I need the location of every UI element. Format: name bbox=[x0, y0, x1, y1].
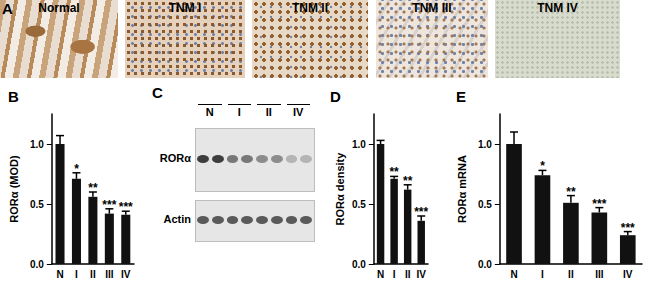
html-text:RORα: RORα bbox=[159, 152, 191, 164]
svg-text:RORα density: RORα density bbox=[334, 152, 346, 226]
svg-text:III: III bbox=[105, 269, 114, 280]
svg-text:0.0: 0.0 bbox=[30, 259, 44, 270]
html-text:E: E bbox=[456, 88, 466, 105]
svg-text:**: ** bbox=[403, 174, 413, 188]
svg-text:RORα mRNA: RORα mRNA bbox=[456, 155, 468, 223]
html-text:TNM III: TNM III bbox=[412, 1, 452, 15]
svg-text:II: II bbox=[568, 269, 574, 280]
html-text:D: D bbox=[330, 88, 341, 105]
svg-text:IV: IV bbox=[121, 269, 131, 280]
html-text:I: I bbox=[237, 106, 241, 118]
svg-text:*: * bbox=[540, 159, 545, 173]
html-text:Normal: Normal bbox=[38, 1, 80, 15]
svg-text:II: II bbox=[90, 269, 96, 280]
html-text:TNM I: TNM I bbox=[168, 1, 202, 15]
svg-text:***: *** bbox=[414, 205, 428, 219]
svg-text:0.5: 0.5 bbox=[478, 199, 492, 210]
html-text:N: N bbox=[205, 106, 214, 118]
svg-text:***: *** bbox=[102, 198, 116, 212]
svg-text:I: I bbox=[541, 269, 544, 280]
svg-text:0.0: 0.0 bbox=[352, 259, 366, 270]
svg-text:IV: IV bbox=[416, 269, 426, 280]
svg-text:N: N bbox=[56, 269, 63, 280]
svg-text:N: N bbox=[510, 269, 517, 280]
svg-text:***: *** bbox=[592, 197, 606, 211]
svg-text:I: I bbox=[393, 269, 396, 280]
svg-text:**: ** bbox=[88, 181, 98, 195]
html-text:A: A bbox=[2, 0, 13, 17]
svg-text:*: * bbox=[74, 162, 79, 176]
svg-text:***: *** bbox=[621, 221, 635, 235]
html-text:B: B bbox=[8, 88, 19, 105]
svg-text:RORα (MOD): RORα (MOD) bbox=[8, 155, 20, 223]
svg-text:1.0: 1.0 bbox=[352, 139, 366, 150]
svg-text:**: ** bbox=[389, 165, 399, 179]
svg-text:0.5: 0.5 bbox=[352, 199, 366, 210]
svg-text:***: *** bbox=[119, 200, 133, 214]
html-text:Actin: Actin bbox=[163, 213, 191, 225]
svg-text:**: ** bbox=[566, 185, 576, 199]
svg-text:IV: IV bbox=[623, 269, 633, 280]
html-text:TNM IV: TNM IV bbox=[537, 1, 578, 15]
svg-text:N: N bbox=[377, 269, 384, 280]
svg-text:II: II bbox=[405, 269, 411, 280]
html-text:TNM II: TNM II bbox=[292, 1, 328, 15]
svg-text:0.5: 0.5 bbox=[30, 199, 44, 210]
html-text:IV: IV bbox=[293, 106, 304, 118]
html-text:C: C bbox=[152, 84, 163, 101]
svg-text:1.0: 1.0 bbox=[30, 139, 44, 150]
svg-text:I: I bbox=[75, 269, 78, 280]
svg-text:0.0: 0.0 bbox=[478, 259, 492, 270]
svg-text:1.0: 1.0 bbox=[478, 139, 492, 150]
html-text:II: II bbox=[265, 106, 272, 118]
svg-text:III: III bbox=[595, 269, 604, 280]
